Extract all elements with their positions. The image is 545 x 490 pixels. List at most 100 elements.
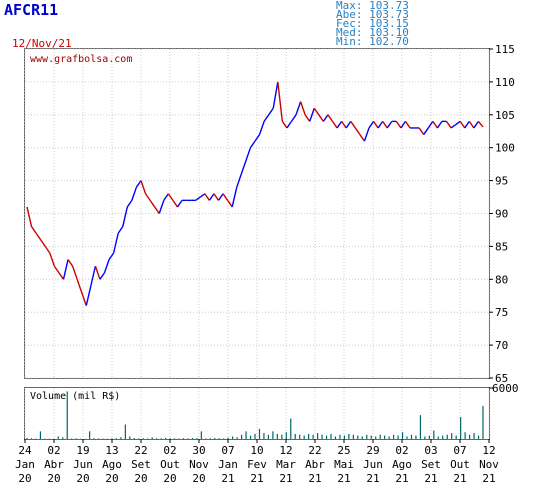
volume-axis: 6000 — [489, 382, 519, 395]
time-tick-label: 20 — [18, 472, 31, 485]
volume-label: Volume (mil R$) — [30, 391, 120, 402]
price-segment — [53, 265, 60, 274]
price-segment — [322, 114, 329, 122]
time-tick-label: 21 — [482, 472, 495, 485]
price-segment — [400, 120, 407, 129]
price-segment — [231, 187, 238, 208]
time-tick-label: 07 — [453, 444, 466, 457]
price-segment — [363, 127, 370, 142]
time-tick-label: 24 — [18, 444, 32, 457]
time-tick-label: 20 — [76, 472, 89, 485]
stat-open: Abe: 103.73 — [336, 8, 409, 21]
price-segment — [40, 239, 46, 247]
stats-panel: Max: 103.73 Abe: 103.73 Fec: 103.15 Med:… — [336, 0, 409, 47]
price-segment — [240, 160, 247, 175]
price-segment — [258, 121, 265, 135]
price-segment — [468, 120, 475, 129]
time-tick-label: Set — [131, 458, 151, 471]
time-tick-label: Jun — [363, 458, 383, 471]
price-segment — [76, 279, 83, 293]
price-segment — [304, 114, 311, 122]
price-segment — [158, 200, 165, 214]
price-segment — [217, 193, 224, 201]
watermark: www.grafbolsa.com — [30, 54, 132, 65]
price-segment — [268, 107, 274, 116]
price-segment — [122, 206, 129, 227]
time-tick-label: Out — [160, 458, 180, 471]
time-tick-label: 13 — [105, 444, 118, 457]
time-tick-label: 25 — [337, 444, 350, 457]
price-segment — [85, 285, 92, 306]
price-segment — [377, 120, 384, 129]
price-segment — [195, 196, 201, 201]
price-segment — [58, 272, 65, 280]
time-tick-label: 30 — [192, 444, 205, 457]
time-tick-label: 02 — [47, 444, 60, 457]
time-tick-label: 21 — [424, 472, 437, 485]
price-segment — [99, 272, 106, 280]
price-segment — [295, 101, 302, 116]
price-tick-label: 100 — [495, 142, 515, 155]
price-segment — [26, 206, 33, 227]
price-tick-label: 115 — [495, 43, 515, 56]
time-tick-label: Abr — [305, 458, 325, 471]
price-segment — [149, 199, 156, 208]
time-tick-label: 22 — [134, 444, 147, 457]
time-tick-label: Mai — [334, 458, 354, 471]
price-segment — [286, 120, 293, 129]
price-segment — [213, 193, 220, 201]
time-tick-label: 02 — [395, 444, 408, 457]
price-segment — [331, 120, 338, 129]
time-tick-label: Set — [421, 458, 441, 471]
time-tick-label: 21 — [308, 472, 321, 485]
price-segment — [167, 193, 174, 201]
price-segment — [135, 180, 142, 188]
time-tick-label: 20 — [134, 472, 147, 485]
time-tick-label: Out — [450, 458, 470, 471]
time-tick-label: 21 — [250, 472, 263, 485]
price-segment — [35, 232, 42, 241]
time-tick-label: Jan — [15, 458, 35, 471]
price-axis: 65 70 75 80 85 90 95 100 105 110 115 — [489, 43, 515, 385]
price-segment — [359, 134, 366, 142]
price-grid — [24, 48, 490, 379]
price-segment — [455, 120, 461, 126]
price-segment — [477, 120, 484, 128]
time-tick-label: Mar — [276, 458, 296, 471]
price-segment — [336, 120, 343, 129]
price-segment — [395, 120, 402, 129]
price-segment — [236, 173, 242, 188]
time-tick-label: 21 — [337, 472, 350, 485]
price-segment — [427, 120, 434, 129]
time-tick-label: 12 — [482, 444, 495, 457]
time-tick-label: Fev — [247, 458, 267, 471]
price-segment — [436, 120, 443, 129]
price-segment — [313, 107, 320, 116]
price-segment — [418, 127, 425, 135]
price-segment — [90, 265, 97, 287]
price-segment — [108, 252, 115, 260]
price-segment — [208, 193, 215, 201]
volume-series — [26, 391, 484, 439]
price-segment — [423, 127, 429, 135]
price-segment — [473, 120, 480, 129]
price-segment — [81, 292, 87, 306]
price-segment — [140, 180, 147, 194]
stat-avg: Med: 103.10 — [336, 26, 409, 39]
price-segment — [368, 120, 375, 129]
price-segment — [199, 193, 206, 198]
price-segment — [62, 259, 69, 280]
price-segment — [382, 120, 388, 129]
time-tick-label: 02 — [163, 444, 176, 457]
price-segment — [345, 120, 352, 129]
time-tick-label: 19 — [76, 444, 89, 457]
time-tick-label: 10 — [250, 444, 263, 457]
price-segment — [67, 259, 74, 267]
price-tick-label: 80 — [495, 273, 508, 286]
time-tick-label: 03 — [424, 444, 437, 457]
time-tick-label: 21 — [221, 472, 234, 485]
price-segment — [327, 114, 334, 122]
price-segment — [404, 120, 411, 129]
price-segment — [44, 246, 51, 254]
chart-date: 12/Nov/21 — [12, 37, 72, 50]
